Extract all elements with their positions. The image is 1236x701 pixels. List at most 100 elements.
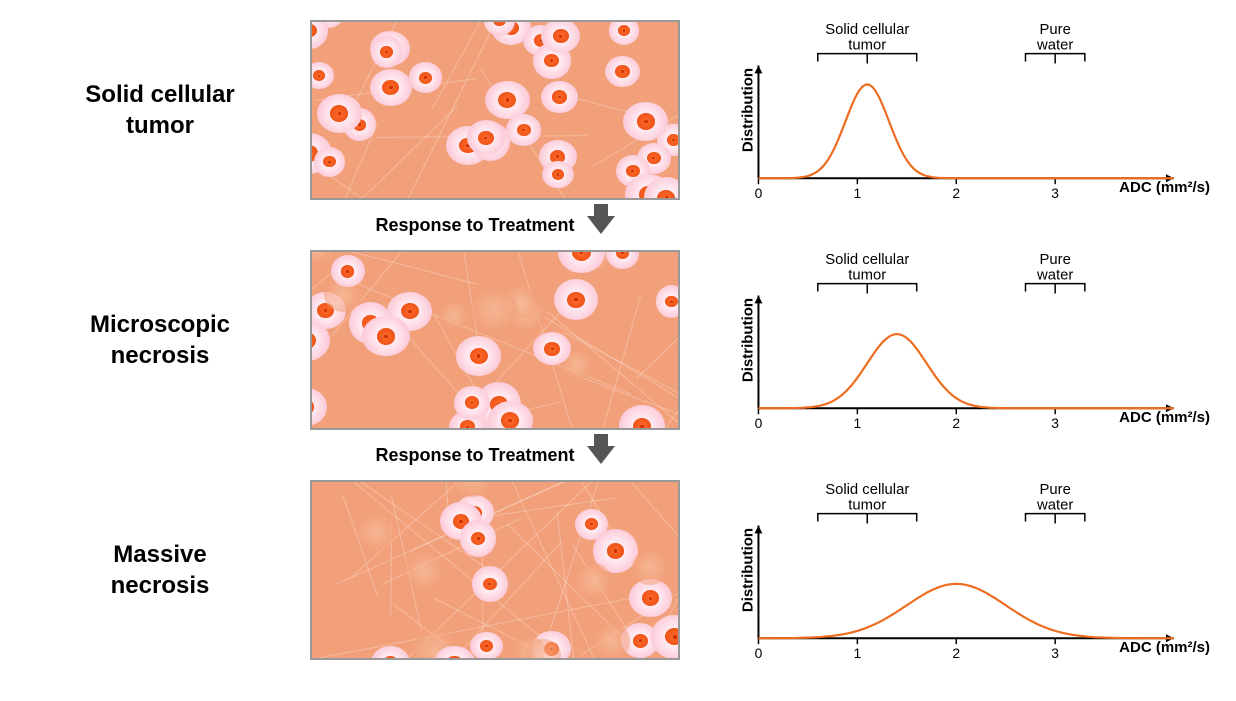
dead-cell	[439, 301, 470, 330]
cell	[605, 56, 641, 88]
svg-text:Solid cellular: Solid cellular	[825, 252, 909, 268]
cell-nucleolus	[672, 139, 675, 141]
cell-nucleolus	[485, 645, 488, 647]
cell-panel-solid	[310, 20, 680, 200]
row-label-3: Massivenecrosis	[30, 480, 290, 660]
cell-nucleus	[501, 412, 519, 428]
cell-nucleus	[498, 92, 516, 108]
cell-nucleolus	[346, 270, 349, 272]
cell	[541, 81, 578, 114]
svg-text:3: 3	[1051, 185, 1059, 200]
svg-text:water: water	[1036, 268, 1073, 284]
cell-nucleus	[642, 590, 659, 606]
cell-nucleolus	[408, 310, 412, 313]
cell	[656, 285, 680, 318]
cell-nucleus	[633, 634, 648, 648]
cell-nucleolus	[556, 155, 559, 158]
cell-nucleolus	[522, 129, 525, 132]
cell-nucleolus	[471, 402, 474, 405]
y-axis-label: Distribution	[740, 528, 757, 612]
cell-nucleus	[647, 152, 661, 164]
cell-nucleus	[382, 80, 399, 95]
cell-panel-massive	[310, 480, 680, 660]
cell-nucleolus	[477, 354, 481, 357]
dead-cell	[632, 550, 667, 584]
cell-nucleolus	[644, 120, 648, 123]
cell-nucleus	[471, 532, 485, 545]
svg-text:3: 3	[1051, 415, 1059, 430]
cell-nucleus	[572, 250, 591, 261]
cell-nucleus	[586, 250, 598, 251]
cell-nucleolus	[623, 29, 625, 31]
cell-nucleolus	[652, 157, 655, 159]
cell-nucleolus	[310, 152, 311, 155]
cell-nucleolus	[424, 76, 427, 78]
cell-nucleolus	[580, 251, 584, 254]
cell-nucleolus	[328, 161, 331, 163]
cell-nucleolus	[498, 20, 500, 22]
cell-nucleolus	[506, 98, 510, 101]
cell-nucleolus	[665, 196, 669, 199]
svg-text:2: 2	[952, 645, 960, 660]
cell-nucleus	[657, 190, 675, 200]
cell-nucleus	[483, 578, 497, 591]
cell-nucleolus	[310, 29, 311, 32]
chart-svg-1: 0123Solid cellulartumorPurewater	[740, 20, 1220, 200]
cell	[619, 405, 664, 430]
cell	[454, 386, 489, 420]
svg-text:tumor: tumor	[848, 268, 886, 284]
cell-nucleus	[341, 265, 355, 277]
cell	[370, 69, 413, 106]
cell	[371, 36, 403, 67]
dead-cell	[471, 289, 517, 330]
cell-nucleus	[667, 134, 680, 146]
transition-label: Response to Treatment	[375, 445, 574, 466]
cell-nucleus	[470, 348, 488, 364]
cell-nucleus	[553, 29, 569, 43]
svg-text:Solid cellular: Solid cellular	[825, 22, 909, 38]
cell	[331, 255, 365, 287]
cell-nucleus	[330, 105, 348, 121]
cell-nucleus	[544, 54, 559, 68]
dead-cell	[450, 480, 493, 497]
cell-nucleus	[544, 342, 559, 356]
cell-nucleolus	[318, 75, 320, 77]
cell-nucleolus	[488, 583, 491, 586]
svg-text:Pure: Pure	[1040, 482, 1071, 498]
cell-nucleus	[552, 90, 567, 103]
chart-2: Distribution 0123Solid cellulartumorPure…	[700, 250, 1220, 430]
svg-text:1: 1	[854, 185, 862, 200]
svg-text:1: 1	[854, 415, 862, 430]
cell-nucleus	[310, 399, 314, 415]
cell-nucleolus	[324, 309, 327, 312]
cell-nucleolus	[459, 520, 462, 523]
cell-nucleolus	[558, 96, 561, 99]
cell-nucleus	[607, 543, 625, 559]
cell	[506, 114, 541, 146]
cell-nucleus	[480, 640, 493, 652]
cell-nucleolus	[389, 86, 392, 89]
x-axis-label: ADC (mm²/s)	[1119, 409, 1210, 426]
cell-nucleus	[310, 332, 316, 349]
arrow-down-icon	[587, 216, 615, 234]
cell-nucleus	[665, 628, 680, 645]
cell-nucleolus	[649, 597, 652, 600]
cell-nucleolus	[614, 549, 618, 552]
cell	[485, 81, 530, 120]
svg-text:3: 3	[1051, 645, 1059, 660]
chart-3: Distribution 0123Solid cellulartumorPure…	[700, 480, 1220, 660]
cell	[554, 279, 598, 320]
cell-nucleolus	[557, 173, 560, 175]
cell-nucleus	[633, 418, 651, 430]
arrow-down-icon	[587, 446, 615, 464]
cell	[362, 316, 409, 356]
svg-text:Pure: Pure	[1040, 22, 1071, 38]
cell	[310, 388, 327, 425]
cell	[629, 579, 673, 617]
cell-nucleolus	[484, 137, 487, 140]
cell-nucleus	[567, 292, 585, 308]
chart-svg-3: 0123Solid cellulartumorPurewater	[740, 480, 1220, 660]
cell-nucleolus	[621, 70, 624, 73]
cell-nucleolus	[385, 51, 388, 53]
cell	[651, 615, 680, 659]
